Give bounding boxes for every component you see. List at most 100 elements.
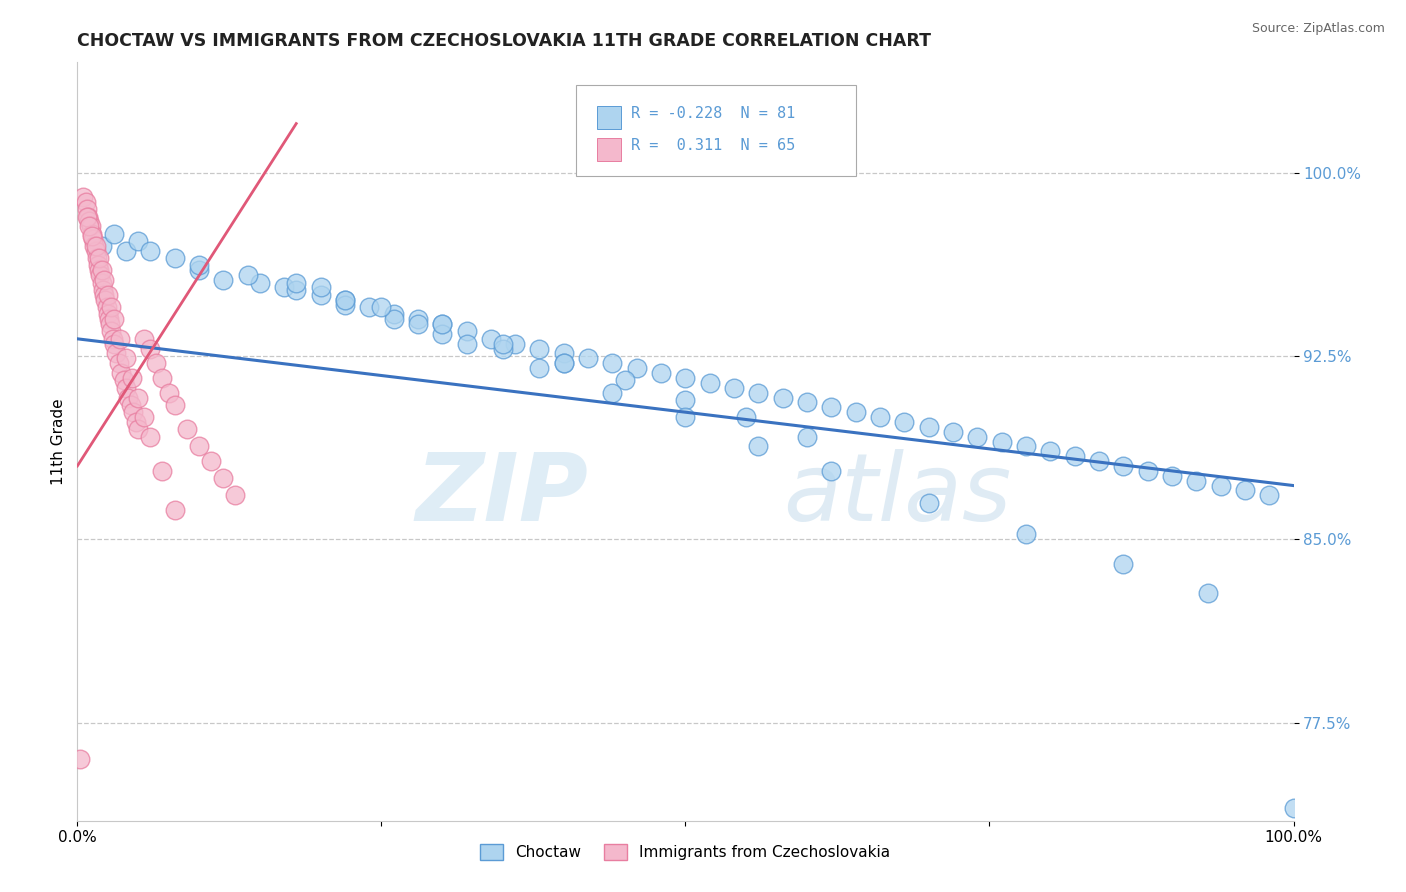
Point	[97, 312, 120, 326]
Point	[139, 430, 162, 444]
Point	[249, 276, 271, 290]
Text: Source: ZipAtlas.com: Source: ZipAtlas.com	[1251, 22, 1385, 36]
Point	[893, 415, 915, 429]
Point	[650, 366, 672, 380]
Point	[966, 430, 988, 444]
Text: ZIP: ZIP	[415, 449, 588, 541]
Point	[479, 332, 502, 346]
Point	[89, 268, 111, 283]
Point	[333, 293, 356, 307]
Point	[91, 283, 114, 297]
Point	[382, 312, 405, 326]
Point	[370, 300, 392, 314]
Point	[845, 405, 868, 419]
Point	[120, 398, 142, 412]
Point	[93, 287, 115, 301]
Point	[100, 300, 122, 314]
Point	[87, 259, 110, 273]
Point	[406, 312, 429, 326]
Point	[456, 325, 478, 339]
Point	[699, 376, 721, 390]
Point	[163, 251, 186, 265]
Point	[285, 276, 308, 290]
Point	[163, 398, 186, 412]
Point	[97, 307, 120, 321]
Point	[112, 373, 135, 387]
Point	[553, 356, 575, 370]
Y-axis label: 11th Grade: 11th Grade	[51, 398, 66, 485]
Bar	[596, 138, 621, 161]
Text: R =  0.311  N = 65: R = 0.311 N = 65	[631, 138, 794, 153]
Point	[1136, 464, 1159, 478]
Point	[103, 312, 125, 326]
Point	[333, 293, 356, 307]
Point	[98, 317, 121, 331]
Text: atlas: atlas	[783, 449, 1011, 541]
Point	[918, 420, 941, 434]
Point	[134, 410, 156, 425]
Point	[1063, 449, 1085, 463]
Point	[76, 210, 98, 224]
Legend: Choctaw, Immigrants from Czechoslovakia: Choctaw, Immigrants from Czechoslovakia	[474, 838, 897, 866]
Point	[90, 276, 112, 290]
Point	[309, 280, 332, 294]
Point	[188, 259, 211, 273]
Point	[145, 356, 167, 370]
Point	[747, 439, 769, 453]
Point	[236, 268, 259, 283]
Point	[94, 293, 117, 307]
Point	[1197, 586, 1219, 600]
Point	[139, 244, 162, 258]
Point	[796, 395, 818, 409]
Point	[1039, 444, 1062, 458]
Point	[79, 219, 101, 234]
Point	[918, 496, 941, 510]
Point	[127, 422, 149, 436]
Point	[86, 251, 108, 265]
Point	[127, 391, 149, 405]
Point	[80, 229, 103, 244]
Point	[100, 325, 122, 339]
Point	[430, 317, 453, 331]
Point	[1161, 468, 1184, 483]
Point	[105, 346, 128, 360]
Point	[188, 263, 211, 277]
Point	[1088, 454, 1111, 468]
Point	[84, 244, 107, 258]
Point	[224, 488, 246, 502]
FancyBboxPatch shape	[576, 85, 856, 177]
Text: R = -0.228  N = 81: R = -0.228 N = 81	[631, 106, 794, 121]
Point	[1112, 557, 1135, 571]
Point	[553, 346, 575, 360]
Point	[723, 381, 745, 395]
Point	[96, 300, 118, 314]
Point	[406, 317, 429, 331]
Point	[675, 392, 697, 407]
Point	[163, 503, 186, 517]
Point	[101, 332, 124, 346]
Point	[382, 307, 405, 321]
Point	[115, 351, 138, 366]
Point	[107, 356, 129, 370]
Point	[157, 385, 180, 400]
Point	[1015, 527, 1038, 541]
Point	[90, 263, 112, 277]
Point	[176, 422, 198, 436]
Point	[110, 366, 132, 380]
Point	[90, 239, 112, 253]
Point	[200, 454, 222, 468]
Point	[529, 361, 551, 376]
Point	[80, 227, 103, 241]
Point	[430, 317, 453, 331]
Point	[212, 471, 235, 485]
Point	[359, 300, 381, 314]
Point	[121, 371, 143, 385]
Point	[942, 425, 965, 439]
Point	[333, 297, 356, 311]
Point	[103, 227, 125, 241]
Point	[626, 361, 648, 376]
Point	[1015, 439, 1038, 453]
Point	[108, 332, 131, 346]
Point	[576, 351, 599, 366]
Point	[1209, 478, 1232, 492]
